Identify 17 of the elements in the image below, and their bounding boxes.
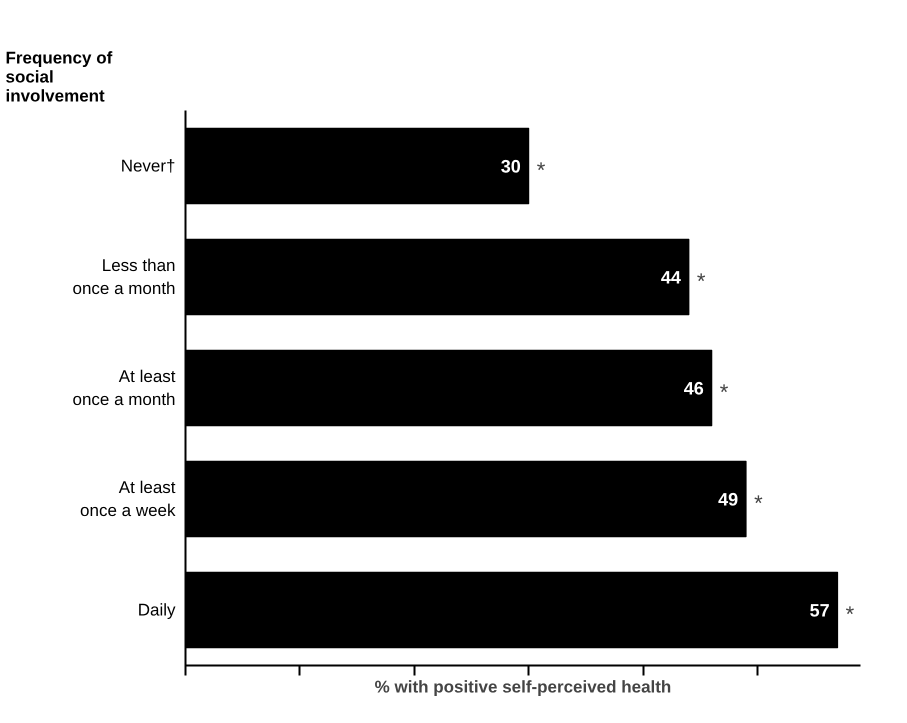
x-axis-title: % with positive self-perceived health [374, 678, 672, 696]
data-label: 49 [718, 490, 738, 510]
y-tick-label: Never† [120, 156, 176, 176]
annotation: * [720, 380, 729, 404]
y-tick-label: Less than once a month [72, 256, 176, 298]
y-tick-label: At least once a week [80, 478, 176, 520]
data-label: 57 [810, 600, 830, 620]
data-label: 46 [684, 378, 704, 398]
annotation: * [846, 602, 855, 626]
annotation: * [696, 268, 706, 294]
annotation: * [754, 490, 764, 516]
data-label: 44 [660, 268, 681, 288]
y-axis-title: Frequency of social involvement [6, 48, 113, 106]
y-tick-label: Daily [138, 600, 176, 620]
annotation: * [536, 158, 546, 182]
data-label: 30 [500, 156, 521, 176]
y-tick-label: At least once a month [72, 367, 176, 409]
